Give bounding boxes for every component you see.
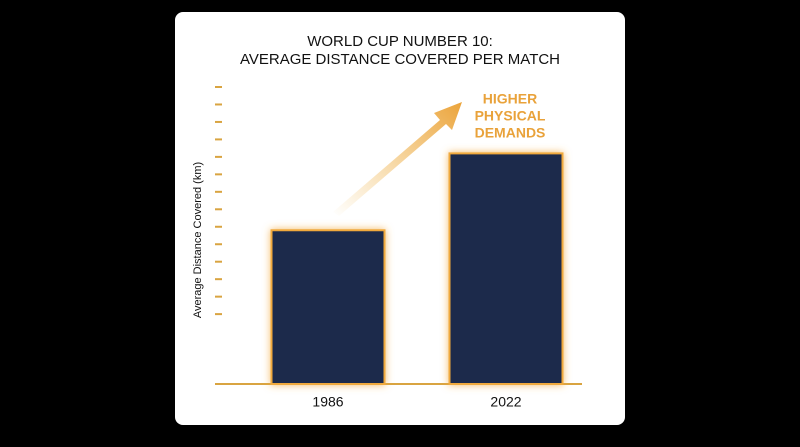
bar (270, 229, 386, 385)
x-tick-label: 1986 (312, 394, 343, 410)
chart-title: WORLD CUP NUMBER 10: (307, 33, 493, 50)
x-tick-label: 2022 (490, 394, 521, 410)
annotation: DEMANDS (475, 125, 546, 141)
arrow (333, 102, 462, 216)
chart-title: AVERAGE DISTANCE COVERED PER MATCH (240, 51, 560, 68)
bar (448, 152, 564, 385)
annotation: HIGHER (483, 91, 537, 107)
annotation: PHYSICAL (475, 108, 546, 124)
y-axis-label: Average Distance Covered (km) (192, 162, 204, 318)
